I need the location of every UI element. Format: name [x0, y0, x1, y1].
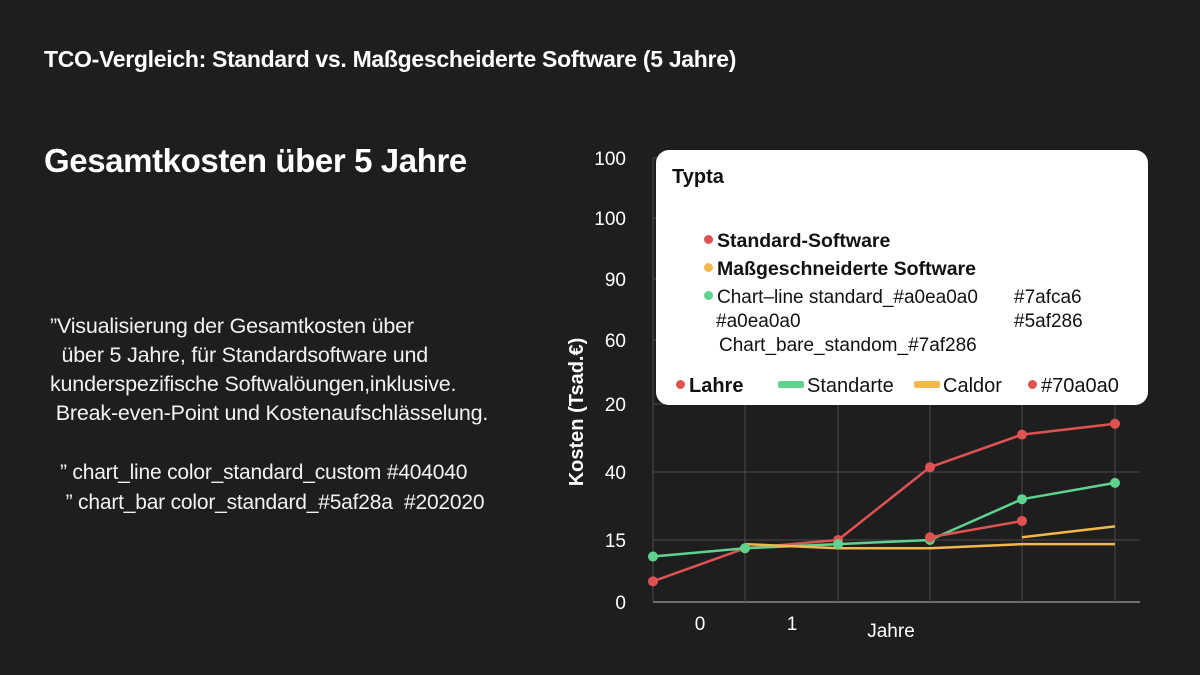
x-tick-label: 1 — [787, 614, 798, 635]
series-lines — [652, 422, 1116, 583]
y-tick-label: 15 — [605, 531, 626, 552]
legend-bar-icon — [778, 381, 804, 389]
x-axis-label: Jahre — [867, 621, 915, 642]
legend-title: Typta — [672, 166, 724, 188]
y-tick-label: 90 — [605, 270, 626, 291]
legend-row-70a0a0: #70a0a0 — [1028, 375, 1119, 398]
legend-item-custom-software: Maßgeschneiderte Software — [704, 258, 976, 281]
legend-dot-icon — [676, 380, 685, 390]
x-tick-label: 0 — [695, 614, 706, 635]
legend-dot-icon — [704, 235, 713, 245]
data-point — [648, 576, 658, 587]
legend-note-right-2: #5af286 — [1014, 311, 1083, 332]
data-point — [740, 543, 750, 554]
y-tick-label: 20 — [605, 395, 626, 416]
data-point — [1110, 418, 1120, 429]
data-point — [925, 462, 935, 473]
y-tick-label: 100 — [594, 209, 626, 230]
chart-description: ”Visualisierung der Gesamtkosten über üb… — [50, 314, 489, 425]
data-point — [1017, 429, 1027, 440]
section-heading: Gesamtkosten über 5 Jahre — [44, 142, 467, 179]
legend-row-label: #70a0a0 — [1041, 375, 1119, 397]
y-tick-label: 100 — [594, 149, 626, 170]
series-line — [652, 481, 1116, 558]
data-point — [648, 551, 658, 562]
data-point — [833, 539, 843, 550]
legend-dot-icon — [704, 263, 713, 273]
data-point — [1017, 494, 1027, 505]
legend-row-label: Lahre — [689, 375, 744, 397]
legend-item-label: Maßgeschneiderte Software — [717, 258, 976, 280]
y-axis-label: Kosten (Tsad.€) — [566, 338, 588, 487]
legend-row-label: Caldor — [943, 375, 1002, 397]
series-points — [648, 418, 1120, 587]
chart-legend: Typta Standard-Software Maßgeschneiderte… — [656, 150, 1148, 405]
legend-item-label: Standard-Software — [717, 230, 891, 252]
series-line — [744, 542, 1115, 550]
y-axis-ticks: 100 100 90 60 20 40 15 0 — [594, 149, 626, 614]
y-tick-label: 0 — [615, 593, 626, 614]
legend-note-text: Chart–line standard_#a0ea0a0 — [717, 287, 978, 308]
chart-color-notes: ” chart_line color_standard_custom #4040… — [60, 461, 485, 514]
legend-note-line-2: #a0ea0a0 — [716, 311, 801, 332]
legend-bar-icon — [914, 381, 940, 389]
series-line — [929, 519, 1023, 539]
series-line — [652, 422, 1116, 583]
legend-note-line-3: Chart_bare_standom_#7af286 — [719, 335, 977, 356]
legend-row-caldor: Caldor — [914, 375, 1002, 398]
legend-row-lahre: Lahre — [676, 375, 743, 398]
legend-dot-icon — [1028, 380, 1037, 390]
legend-row-label: Standarte — [807, 375, 894, 397]
legend-row-standarte: Standarte — [778, 375, 894, 398]
data-point — [925, 532, 935, 543]
data-point — [1110, 477, 1120, 488]
page-title: TCO-Vergleich: Standard vs. Maßgescheide… — [44, 46, 737, 72]
y-tick-label: 40 — [605, 463, 626, 484]
legend-note-line-1: Chart–line standard_#a0ea0a0 — [704, 287, 978, 309]
legend-dot-icon — [704, 291, 713, 301]
series-line — [1021, 525, 1116, 539]
y-tick-label: 60 — [605, 331, 626, 352]
legend-note-right-1: #7afca6 — [1014, 287, 1082, 308]
legend-item-standard-software: Standard-Software — [704, 230, 890, 253]
data-point — [1017, 515, 1027, 526]
